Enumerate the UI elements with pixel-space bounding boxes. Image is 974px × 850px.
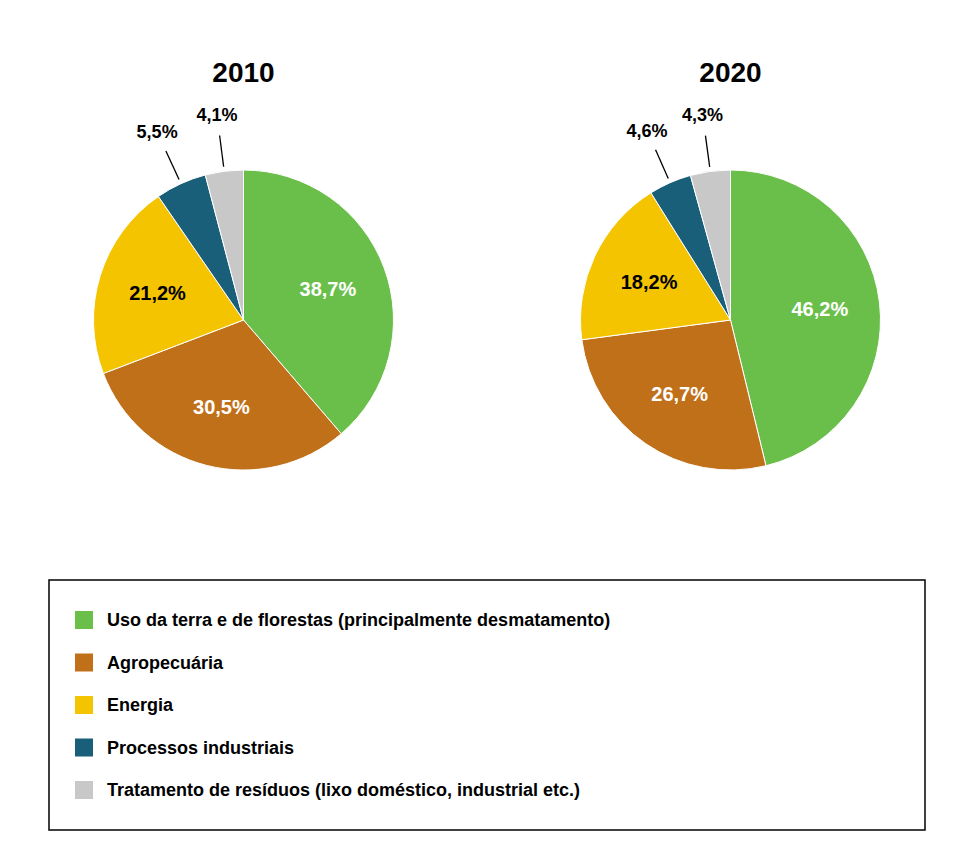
- pie-title: 2020: [699, 57, 761, 88]
- label-leader: [166, 151, 179, 180]
- data-label: 4,6%: [627, 121, 668, 141]
- pie: [581, 170, 881, 470]
- legend-entry: Agropecuária: [107, 653, 224, 673]
- legend-swatch: [75, 696, 93, 714]
- pie-slice: [582, 320, 766, 470]
- data-label: 26,7%: [651, 383, 708, 405]
- legend-entry: Tratamento de resíduos (lixo doméstico, …: [107, 780, 580, 800]
- chart: 2010 38,7% 30,5% 21,2% 5,5% 4,1% 2020 46,2% 26,7…: [0, 0, 974, 850]
- data-label: 18,2%: [621, 271, 678, 293]
- label-leader: [705, 136, 709, 167]
- legend-entry: Energia: [107, 695, 174, 715]
- label-leader: [656, 150, 669, 179]
- data-label: 4,3%: [682, 105, 723, 125]
- data-label: 4,1%: [196, 105, 237, 125]
- data-label: 46,2%: [792, 298, 849, 320]
- data-label: 38,7%: [300, 278, 357, 300]
- legend-swatch: [75, 654, 93, 672]
- pie-title: 2010: [212, 57, 274, 88]
- pie: [93, 170, 393, 470]
- legend-swatch: [75, 781, 93, 799]
- legend-entry: Uso da terra e de florestas (principalme…: [107, 610, 610, 630]
- data-label: 30,5%: [193, 396, 250, 418]
- legend: Uso da terra e de florestas (principalme…: [49, 580, 925, 830]
- legend-swatch: [75, 611, 93, 629]
- data-label: 21,2%: [129, 282, 186, 304]
- label-leader: [220, 136, 224, 167]
- legend-swatch: [75, 739, 93, 757]
- pie-slice: [690, 170, 730, 320]
- pie-slice: [205, 170, 243, 320]
- legend-entry: Processos industriais: [107, 738, 294, 758]
- legend-box: [49, 580, 925, 830]
- data-label: 5,5%: [137, 122, 178, 142]
